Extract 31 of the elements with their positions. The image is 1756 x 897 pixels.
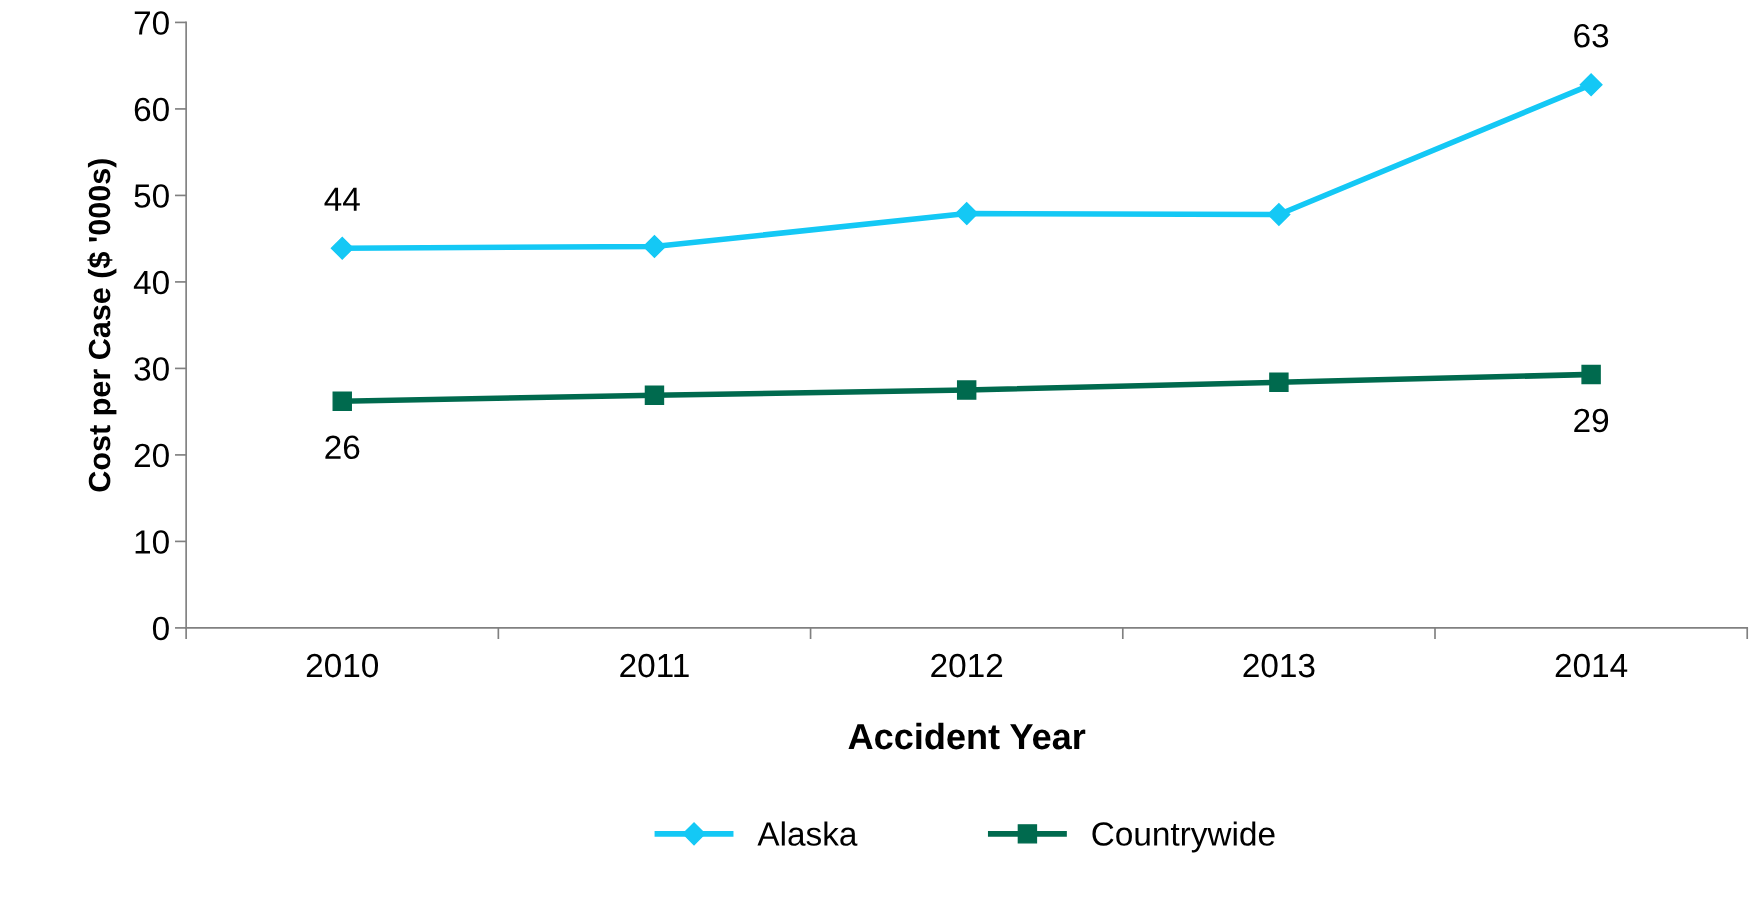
y-tick-label: 50 [134,184,169,208]
x-tick-label: 2010 [306,653,379,678]
y-tick-label: 60 [134,97,169,122]
x-tick-label: 2013 [1243,653,1315,678]
legend-label: Alaska [757,821,858,846]
data-label: 29 [1574,408,1609,433]
point [955,202,979,226]
point [1267,202,1291,226]
point [1579,73,1603,97]
x-tick-label: 2014 [1555,653,1628,678]
y-tick-label: 70 [134,11,169,35]
point [1269,372,1289,392]
x-tick-label: 2011 [620,653,689,678]
y-tick-label: 40 [133,270,169,295]
data-label: 44 [324,187,360,211]
y-tick-label: 10 [135,530,169,554]
point [644,385,665,405]
y-tick-label: 20 [134,443,169,468]
legend-label: Countrywide [1092,821,1275,853]
x-tick-label: 2012 [931,653,1003,678]
point [330,236,354,260]
data-label: 63 [1574,23,1609,48]
x-axis-title: Accident Year [848,722,1086,750]
y-axis-title: Cost per Case ($ '000s) [87,159,117,492]
point [956,380,977,400]
y-tick-label: 0 [152,616,169,641]
point [1581,364,1601,385]
y-tick-label: 30 [134,357,169,381]
point [642,234,666,258]
data-label: 26 [325,435,360,460]
point [332,391,352,412]
